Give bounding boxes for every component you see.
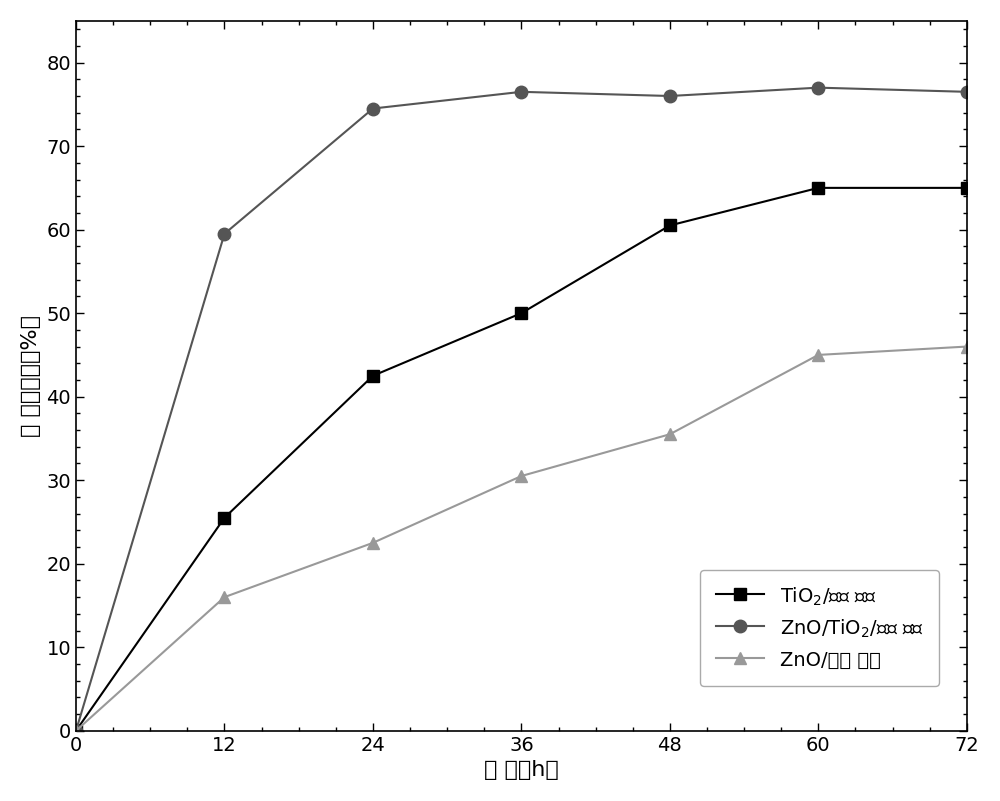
Line: ZnO/TiO$_2$/玻璃 纤维: ZnO/TiO$_2$/玻璃 纤维 [70, 82, 973, 737]
TiO$_2$/玻璃 纤维 [218, 513, 230, 522]
Legend: TiO$_2$/玻璃 纤维, ZnO/TiO$_2$/玻璃 纤维, ZnO/玻璃 纤维: TiO$_2$/玻璃 纤维, ZnO/TiO$_2$/玻璃 纤维, ZnO/玻璃… [700, 570, 939, 686]
Y-axis label: 苯 的降解率（%）: 苯 的降解率（%） [21, 315, 41, 437]
ZnO/TiO$_2$/玻璃 纤维 [664, 91, 676, 101]
ZnO/玻璃 纤维 [515, 471, 527, 481]
X-axis label: 时 间（h）: 时 间（h） [484, 760, 559, 780]
TiO$_2$/玻璃 纤维 [70, 726, 82, 735]
TiO$_2$/玻璃 纤维 [961, 183, 973, 193]
ZnO/玻璃 纤维 [218, 592, 230, 602]
ZnO/TiO$_2$/玻璃 纤维 [367, 103, 379, 113]
ZnO/玻璃 纤维 [812, 350, 824, 360]
TiO$_2$/玻璃 纤维 [367, 371, 379, 380]
ZnO/TiO$_2$/玻璃 纤维 [70, 726, 82, 735]
TiO$_2$/玻璃 纤维 [664, 220, 676, 230]
ZnO/玻璃 纤维 [664, 429, 676, 439]
ZnO/TiO$_2$/玻璃 纤维 [218, 229, 230, 239]
Line: TiO$_2$/玻璃 纤维: TiO$_2$/玻璃 纤维 [70, 182, 973, 737]
ZnO/TiO$_2$/玻璃 纤维 [812, 83, 824, 92]
ZnO/玻璃 纤维 [367, 538, 379, 548]
TiO$_2$/玻璃 纤维 [812, 183, 824, 193]
ZnO/TiO$_2$/玻璃 纤维 [515, 87, 527, 97]
ZnO/玻璃 纤维 [961, 342, 973, 352]
ZnO/玻璃 纤维 [70, 726, 82, 735]
Line: ZnO/玻璃 纤维: ZnO/玻璃 纤维 [70, 340, 973, 737]
TiO$_2$/玻璃 纤维 [515, 308, 527, 318]
ZnO/TiO$_2$/玻璃 纤维 [961, 87, 973, 97]
